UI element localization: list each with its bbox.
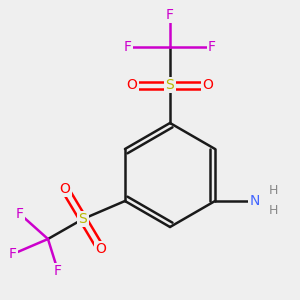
Text: F: F [9,247,17,261]
Text: F: F [166,8,174,22]
Text: H: H [268,184,278,197]
Text: O: O [127,78,137,92]
Text: N: N [250,194,260,208]
Text: O: O [59,182,70,196]
Text: F: F [16,207,24,221]
Text: O: O [95,242,106,256]
Text: S: S [166,78,174,92]
Text: F: F [54,264,62,278]
Text: O: O [202,78,213,92]
Text: S: S [79,212,87,226]
Text: F: F [124,40,132,54]
Text: H: H [268,205,278,218]
Text: F: F [208,40,216,54]
